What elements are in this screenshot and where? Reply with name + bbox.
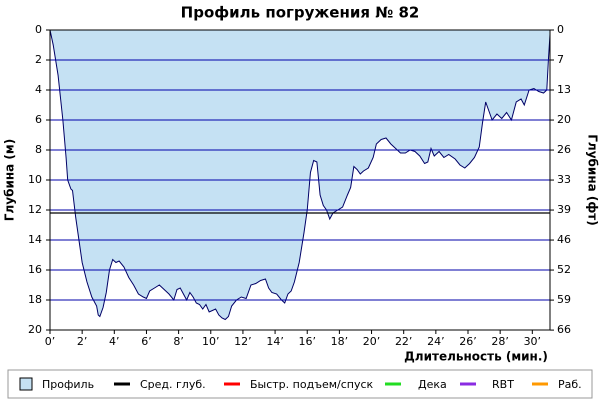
- y2-tick-label: 59: [557, 293, 571, 306]
- y2-tick-label: 26: [557, 143, 571, 156]
- legend-label: Раб.: [558, 378, 582, 391]
- x-tick-label: 8’: [173, 335, 184, 348]
- y2-tick-label: 52: [557, 263, 571, 276]
- y-tick-label: 2: [35, 53, 42, 66]
- y-tick-label: 14: [28, 233, 42, 246]
- x-tick-label: 14’: [266, 335, 284, 348]
- chart-title: Профиль погружения № 82: [181, 4, 420, 22]
- legend-label: Профиль: [42, 378, 94, 391]
- y2-tick-label: 39: [557, 203, 571, 216]
- legend-box: [7, 369, 593, 399]
- x-tick-label: 18’: [331, 335, 349, 348]
- area-fill: [50, 30, 550, 320]
- x-tick-label: 24’: [427, 335, 445, 348]
- legend-label: Сред. глуб.: [140, 378, 206, 391]
- plot-frame: [49, 29, 551, 331]
- y2-tick-label: 7: [557, 53, 564, 66]
- y-tick-label: 10: [28, 173, 42, 186]
- legend-label: Быстр. подъем/спуск: [250, 378, 374, 391]
- x-tick-label: 22’: [395, 335, 413, 348]
- x-tick-label: 2’: [77, 335, 88, 348]
- y2-tick-label: 66: [557, 323, 571, 336]
- y2-tick-label: 13: [557, 83, 571, 96]
- x-tick-label: 20’: [363, 335, 381, 348]
- y2-tick-label: 46: [557, 233, 571, 246]
- y-tick-label: 6: [35, 113, 42, 126]
- x-tick-label: 4’: [109, 335, 120, 348]
- legend-swatch: [19, 377, 33, 391]
- y2-axis-label: Глубина (фт): [586, 134, 600, 225]
- y-tick-label: 12: [28, 203, 42, 216]
- x-tick-label: 10’: [202, 335, 220, 348]
- x-tick-label: 26’: [459, 335, 477, 348]
- x-tick-label: 0’: [45, 335, 56, 348]
- legend-label: Дека: [418, 378, 447, 391]
- y-tick-label: 4: [35, 83, 42, 96]
- x-tick-label: 6’: [141, 335, 152, 348]
- y-tick-label: 18: [28, 293, 42, 306]
- y2-tick-label: 20: [557, 113, 571, 126]
- profile-line: [49, 29, 551, 321]
- x-tick-label: 12’: [234, 335, 252, 348]
- y-tick-label: 20: [28, 323, 42, 336]
- y2-tick-label: 0: [557, 23, 564, 36]
- x-tick-label: 16’: [298, 335, 316, 348]
- legend-label: RBT: [492, 378, 514, 391]
- y-axis-label: Глубина (м): [3, 139, 17, 221]
- y2-tick-label: 33: [557, 173, 571, 186]
- x-tick-label: 30’: [524, 335, 542, 348]
- y-tick-label: 8: [35, 143, 42, 156]
- x-axis-label: Длительность (мин.): [404, 350, 548, 364]
- y-tick-label: 0: [35, 23, 42, 36]
- x-tick-label: 28’: [491, 335, 509, 348]
- y-tick-label: 16: [28, 263, 42, 276]
